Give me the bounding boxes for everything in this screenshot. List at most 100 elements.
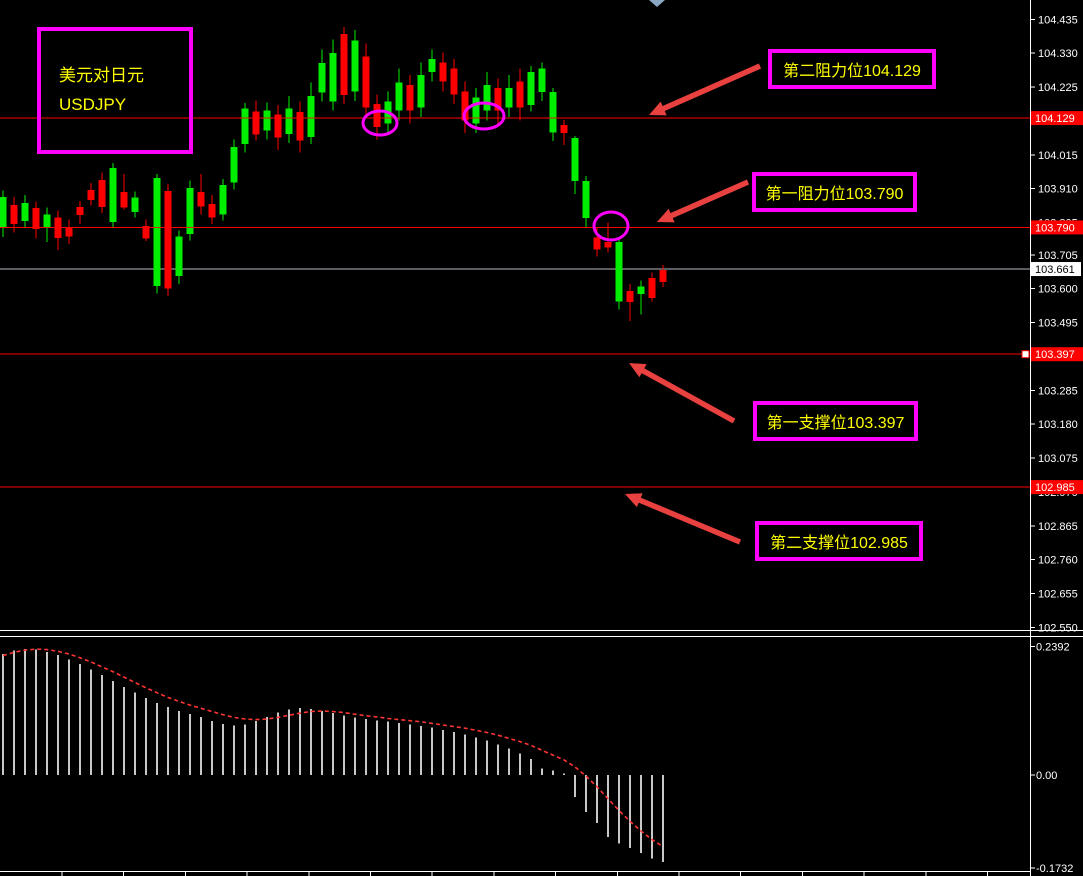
histogram-bar xyxy=(288,709,290,775)
histogram-bar xyxy=(156,702,158,775)
pane-divider[interactable] xyxy=(0,636,1083,637)
candle-body xyxy=(351,40,359,92)
candle-body xyxy=(43,214,51,229)
histogram-bar xyxy=(123,686,125,775)
candle-body xyxy=(197,191,205,207)
candle-body xyxy=(142,225,150,239)
arrow-head-icon[interactable] xyxy=(649,101,667,116)
level-price-badge-label: 104.129 xyxy=(1035,113,1075,125)
histogram-bar xyxy=(541,768,543,775)
histogram-bar xyxy=(266,716,268,775)
histogram-bar xyxy=(442,729,444,775)
support2-label-box[interactable]: 第二支撑位102.985 xyxy=(755,521,923,561)
highlight-circle[interactable] xyxy=(361,109,399,137)
pane-divider[interactable] xyxy=(0,630,1083,631)
level-price-badge-label: 103.790 xyxy=(1035,222,1075,234)
histogram-bar xyxy=(651,775,653,859)
histogram-bar xyxy=(200,716,202,775)
histogram-bar xyxy=(376,720,378,775)
candle-body xyxy=(450,68,458,95)
candle-body xyxy=(10,204,18,225)
support1-label-box[interactable]: 第一支撑位103.397 xyxy=(753,401,918,441)
level-price-badge-label: 102.985 xyxy=(1035,482,1075,494)
candle-body xyxy=(131,197,139,212)
arrow-shaft[interactable] xyxy=(635,496,742,545)
histogram-bar xyxy=(134,692,136,775)
candle-body xyxy=(120,191,128,208)
price-tick-label: 102.865 xyxy=(1038,521,1078,533)
price-tick-label: 104.435 xyxy=(1038,14,1078,26)
chart-shift-marker-icon[interactable] xyxy=(649,0,665,7)
candle-body xyxy=(626,290,634,302)
arrow-head-icon[interactable] xyxy=(657,208,675,223)
price-tick-label: 102.550 xyxy=(1038,622,1078,634)
candle-body xyxy=(571,138,579,181)
arrow-head-icon[interactable] xyxy=(629,363,647,378)
histogram-bar xyxy=(530,758,532,775)
histogram-bar xyxy=(2,653,4,775)
histogram-bar xyxy=(618,775,620,844)
highlight-circle[interactable] xyxy=(462,101,506,131)
current-price-badge-label: 103.661 xyxy=(1035,264,1075,276)
candle-body xyxy=(285,108,293,134)
histogram-bar xyxy=(497,744,499,775)
candle-body xyxy=(549,91,557,133)
candle-body xyxy=(615,241,623,302)
histogram-bar xyxy=(178,710,180,775)
candle-body xyxy=(483,84,491,111)
symbol-title-cn: 美元对日元 xyxy=(59,66,144,86)
candle-body xyxy=(219,184,227,215)
resistance1-label-box[interactable]: 第一阻力位103.790 xyxy=(752,172,917,212)
line-handle[interactable] xyxy=(1021,350,1030,359)
price-tick-label: 103.910 xyxy=(1038,184,1078,196)
arrow-shaft[interactable] xyxy=(638,366,736,424)
histogram-bar xyxy=(321,710,323,775)
price-tick-label: 103.600 xyxy=(1038,284,1078,296)
candle-body xyxy=(329,53,337,102)
level-price-badge xyxy=(1031,220,1083,235)
histogram-bar xyxy=(211,721,213,775)
histogram-bar xyxy=(596,775,598,823)
histogram-bar xyxy=(354,717,356,775)
candle-body xyxy=(175,236,183,276)
arrow-shaft[interactable] xyxy=(666,179,750,220)
price-tick-label: 103.495 xyxy=(1038,318,1078,330)
price-tick-label: 103.075 xyxy=(1038,453,1078,465)
arrow-head-icon[interactable] xyxy=(625,493,643,508)
indicator-tick-label: -0.1732 xyxy=(1036,863,1073,875)
symbol-title-box[interactable]: 美元对日元 USDJPY xyxy=(37,27,193,154)
histogram-bar xyxy=(409,724,411,775)
candle-body xyxy=(0,196,7,228)
histogram-bar xyxy=(167,707,169,775)
histogram-bar xyxy=(453,731,455,775)
candle-body xyxy=(241,108,249,145)
histogram-bar xyxy=(387,721,389,775)
resistance2-label-box[interactable]: 第二阻力位104.129 xyxy=(768,49,936,89)
histogram-bar xyxy=(629,775,631,849)
candle-body xyxy=(274,114,282,138)
candle-body xyxy=(428,59,436,72)
histogram-bar xyxy=(607,775,609,837)
arrow-shaft[interactable] xyxy=(658,63,762,113)
candle-body xyxy=(252,111,260,135)
price-tick-label: 102.655 xyxy=(1038,589,1078,601)
indicator-tick-label: 0.00 xyxy=(1036,770,1057,782)
price-tick-label: 103.285 xyxy=(1038,385,1078,397)
histogram-bar xyxy=(563,773,565,775)
histogram-bar xyxy=(640,775,642,854)
histogram-bar xyxy=(255,721,257,775)
candle-body xyxy=(395,82,403,111)
candle-body xyxy=(32,208,40,230)
histogram-bar xyxy=(552,770,554,775)
candle-body xyxy=(318,62,326,93)
price-tick-label: 103.705 xyxy=(1038,250,1078,262)
candle-body xyxy=(164,190,172,289)
resistance1-label: 第一阻力位103.790 xyxy=(765,186,904,203)
level-price-badge xyxy=(1031,480,1083,495)
level-price-badge-label: 103.397 xyxy=(1035,349,1075,361)
candle-body xyxy=(637,286,645,295)
histogram-bar xyxy=(79,664,81,775)
highlight-circle[interactable] xyxy=(592,210,630,242)
candle-body xyxy=(461,91,469,121)
